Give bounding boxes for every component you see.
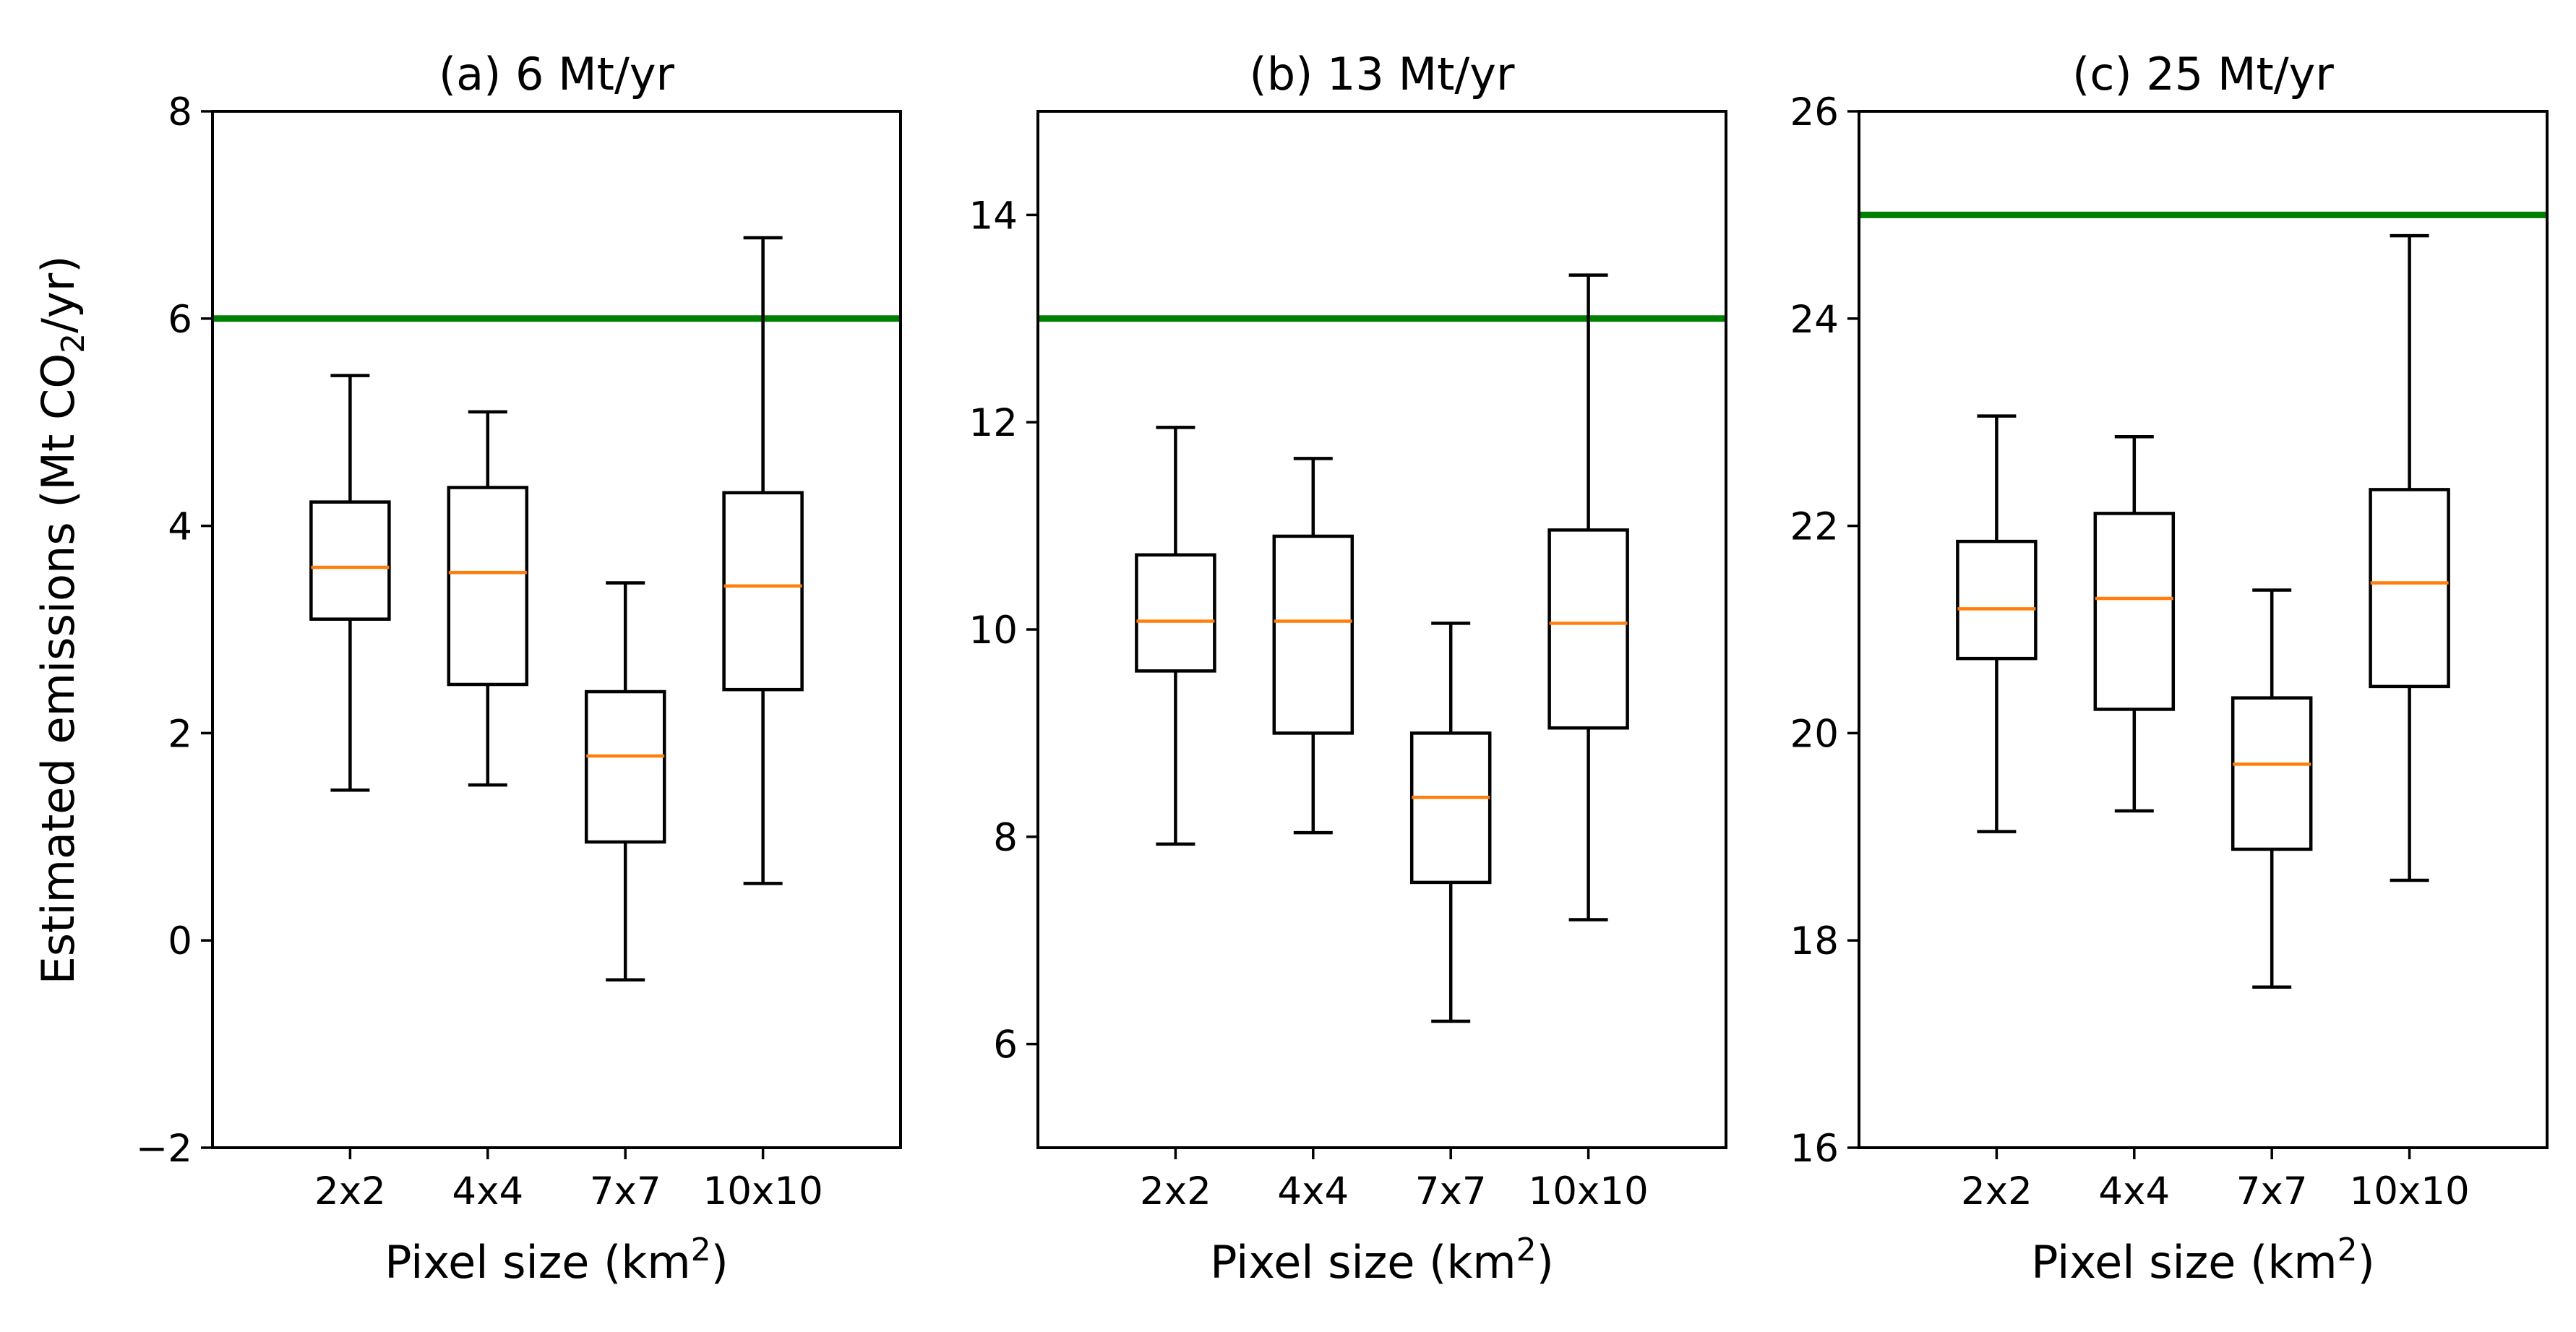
- y-tick-label: 24: [1790, 298, 1839, 342]
- x-tick-label: 10x10: [703, 1169, 823, 1213]
- box-10x10: [722, 236, 804, 885]
- x-axis-label: Pixel size (km2): [2031, 1232, 2375, 1289]
- x-axis-label-superscript: 2: [691, 1232, 711, 1268]
- iqr-box: [2093, 512, 2176, 711]
- iqr-box: [1272, 534, 1354, 735]
- iqr-box: [2231, 696, 2313, 851]
- iqr-box: [1956, 539, 2038, 661]
- iqr-box: [584, 689, 666, 844]
- x-tick-label: 2x2: [314, 1169, 386, 1213]
- x-tick-label: 4x4: [452, 1169, 523, 1213]
- x-tick-label: 10x10: [1528, 1169, 1648, 1213]
- figure-y-axis-label: Estimated emissions (Mt CO2/yr): [32, 256, 92, 985]
- x-tick-label: 10x10: [2349, 1169, 2469, 1213]
- x-axis-label-superscript: 2: [2337, 1232, 2358, 1268]
- box-7x7: [1409, 622, 1492, 1023]
- panel-title: (a) 6 Mt/yr: [439, 48, 675, 100]
- box-10x10: [2369, 233, 2450, 882]
- panel-b: (b) 13 Mt/yr 6 8 10 12 14 2x2 4x4 7x7 10x10 Pixel …: [969, 48, 1727, 1289]
- axes-frame: [1858, 110, 2549, 1149]
- x-axis-label-tail: ): [711, 1236, 729, 1289]
- iqr-box: [1409, 731, 1492, 885]
- x-tick-label: 4x4: [1277, 1169, 1349, 1213]
- y-tick-label: 8: [168, 90, 192, 134]
- x-tick-label: 7x7: [1415, 1169, 1487, 1213]
- iqr-box: [2369, 488, 2450, 689]
- iqr-box: [722, 491, 804, 692]
- y-tick-label: 20: [1790, 712, 1839, 756]
- box-4x4: [2093, 435, 2176, 813]
- y-tick-label: 0: [168, 919, 192, 963]
- iqr-box: [309, 500, 391, 621]
- x-axis-label: Pixel size (km2): [1210, 1232, 1554, 1289]
- box-2x2: [309, 374, 391, 792]
- box-7x7: [2231, 588, 2313, 989]
- x-axis-label-main: Pixel size (km: [1210, 1236, 1516, 1289]
- iqr-box: [1135, 553, 1216, 673]
- x-tick-label: 2x2: [1140, 1169, 1211, 1213]
- box-2x2: [1135, 426, 1216, 846]
- x-tick-label: 7x7: [2236, 1169, 2308, 1213]
- panel-c: (c) 25 Mt/yr 16 18 20 22 24 26 2x2 4x4 7x7 10x10 Pi…: [1790, 48, 2549, 1289]
- box-2x2: [1956, 414, 2038, 833]
- y-tick-label: 14: [969, 194, 1018, 238]
- iqr-box: [1547, 528, 1629, 730]
- box-10x10: [1547, 273, 1629, 921]
- box-7x7: [584, 581, 666, 981]
- panel-title: (b) 13 Mt/yr: [1250, 48, 1515, 100]
- x-axis-label-superscript: 2: [1516, 1232, 1537, 1268]
- axes-frame: [1036, 110, 1727, 1149]
- x-axis-label-tail: ): [2358, 1236, 2375, 1289]
- x-tick-label: 7x7: [590, 1169, 661, 1213]
- panel-a: (a) 6 Mt/yr −2 0 2 4 6 8 2x2 4x4 7x7 10x10 Pixel si…: [136, 48, 902, 1289]
- x-tick-label: 4x4: [2098, 1169, 2170, 1213]
- x-axis-label-tail: ): [1537, 1236, 1554, 1289]
- x-axis-label-main: Pixel size (km: [385, 1236, 691, 1289]
- panel-title: (c) 25 Mt/yr: [2072, 48, 2334, 100]
- y-tick-label: 6: [168, 298, 192, 342]
- x-axis-label: Pixel size (km2): [385, 1232, 729, 1289]
- y-tick-label: 16: [1790, 1127, 1839, 1171]
- y-tick-label: 2: [168, 712, 192, 756]
- y-tick-label: 4: [168, 505, 192, 549]
- y-tick-label: 6: [993, 1023, 1018, 1067]
- y-tick-label: 12: [969, 401, 1018, 445]
- y-tick-label: 18: [1790, 919, 1839, 963]
- iqr-box: [447, 486, 529, 687]
- y-tick-label: 8: [993, 816, 1018, 860]
- y-tick-label: 22: [1790, 505, 1839, 549]
- x-tick-label: 2x2: [1961, 1169, 2032, 1213]
- x-axis-label-main: Pixel size (km: [2031, 1236, 2337, 1289]
- box-4x4: [1272, 457, 1354, 835]
- y-tick-label: 26: [1790, 90, 1839, 134]
- box-4x4: [447, 410, 529, 787]
- axes-frame: [211, 110, 902, 1149]
- y-tick-label: 10: [969, 609, 1018, 653]
- y-tick-label: −2: [136, 1127, 192, 1171]
